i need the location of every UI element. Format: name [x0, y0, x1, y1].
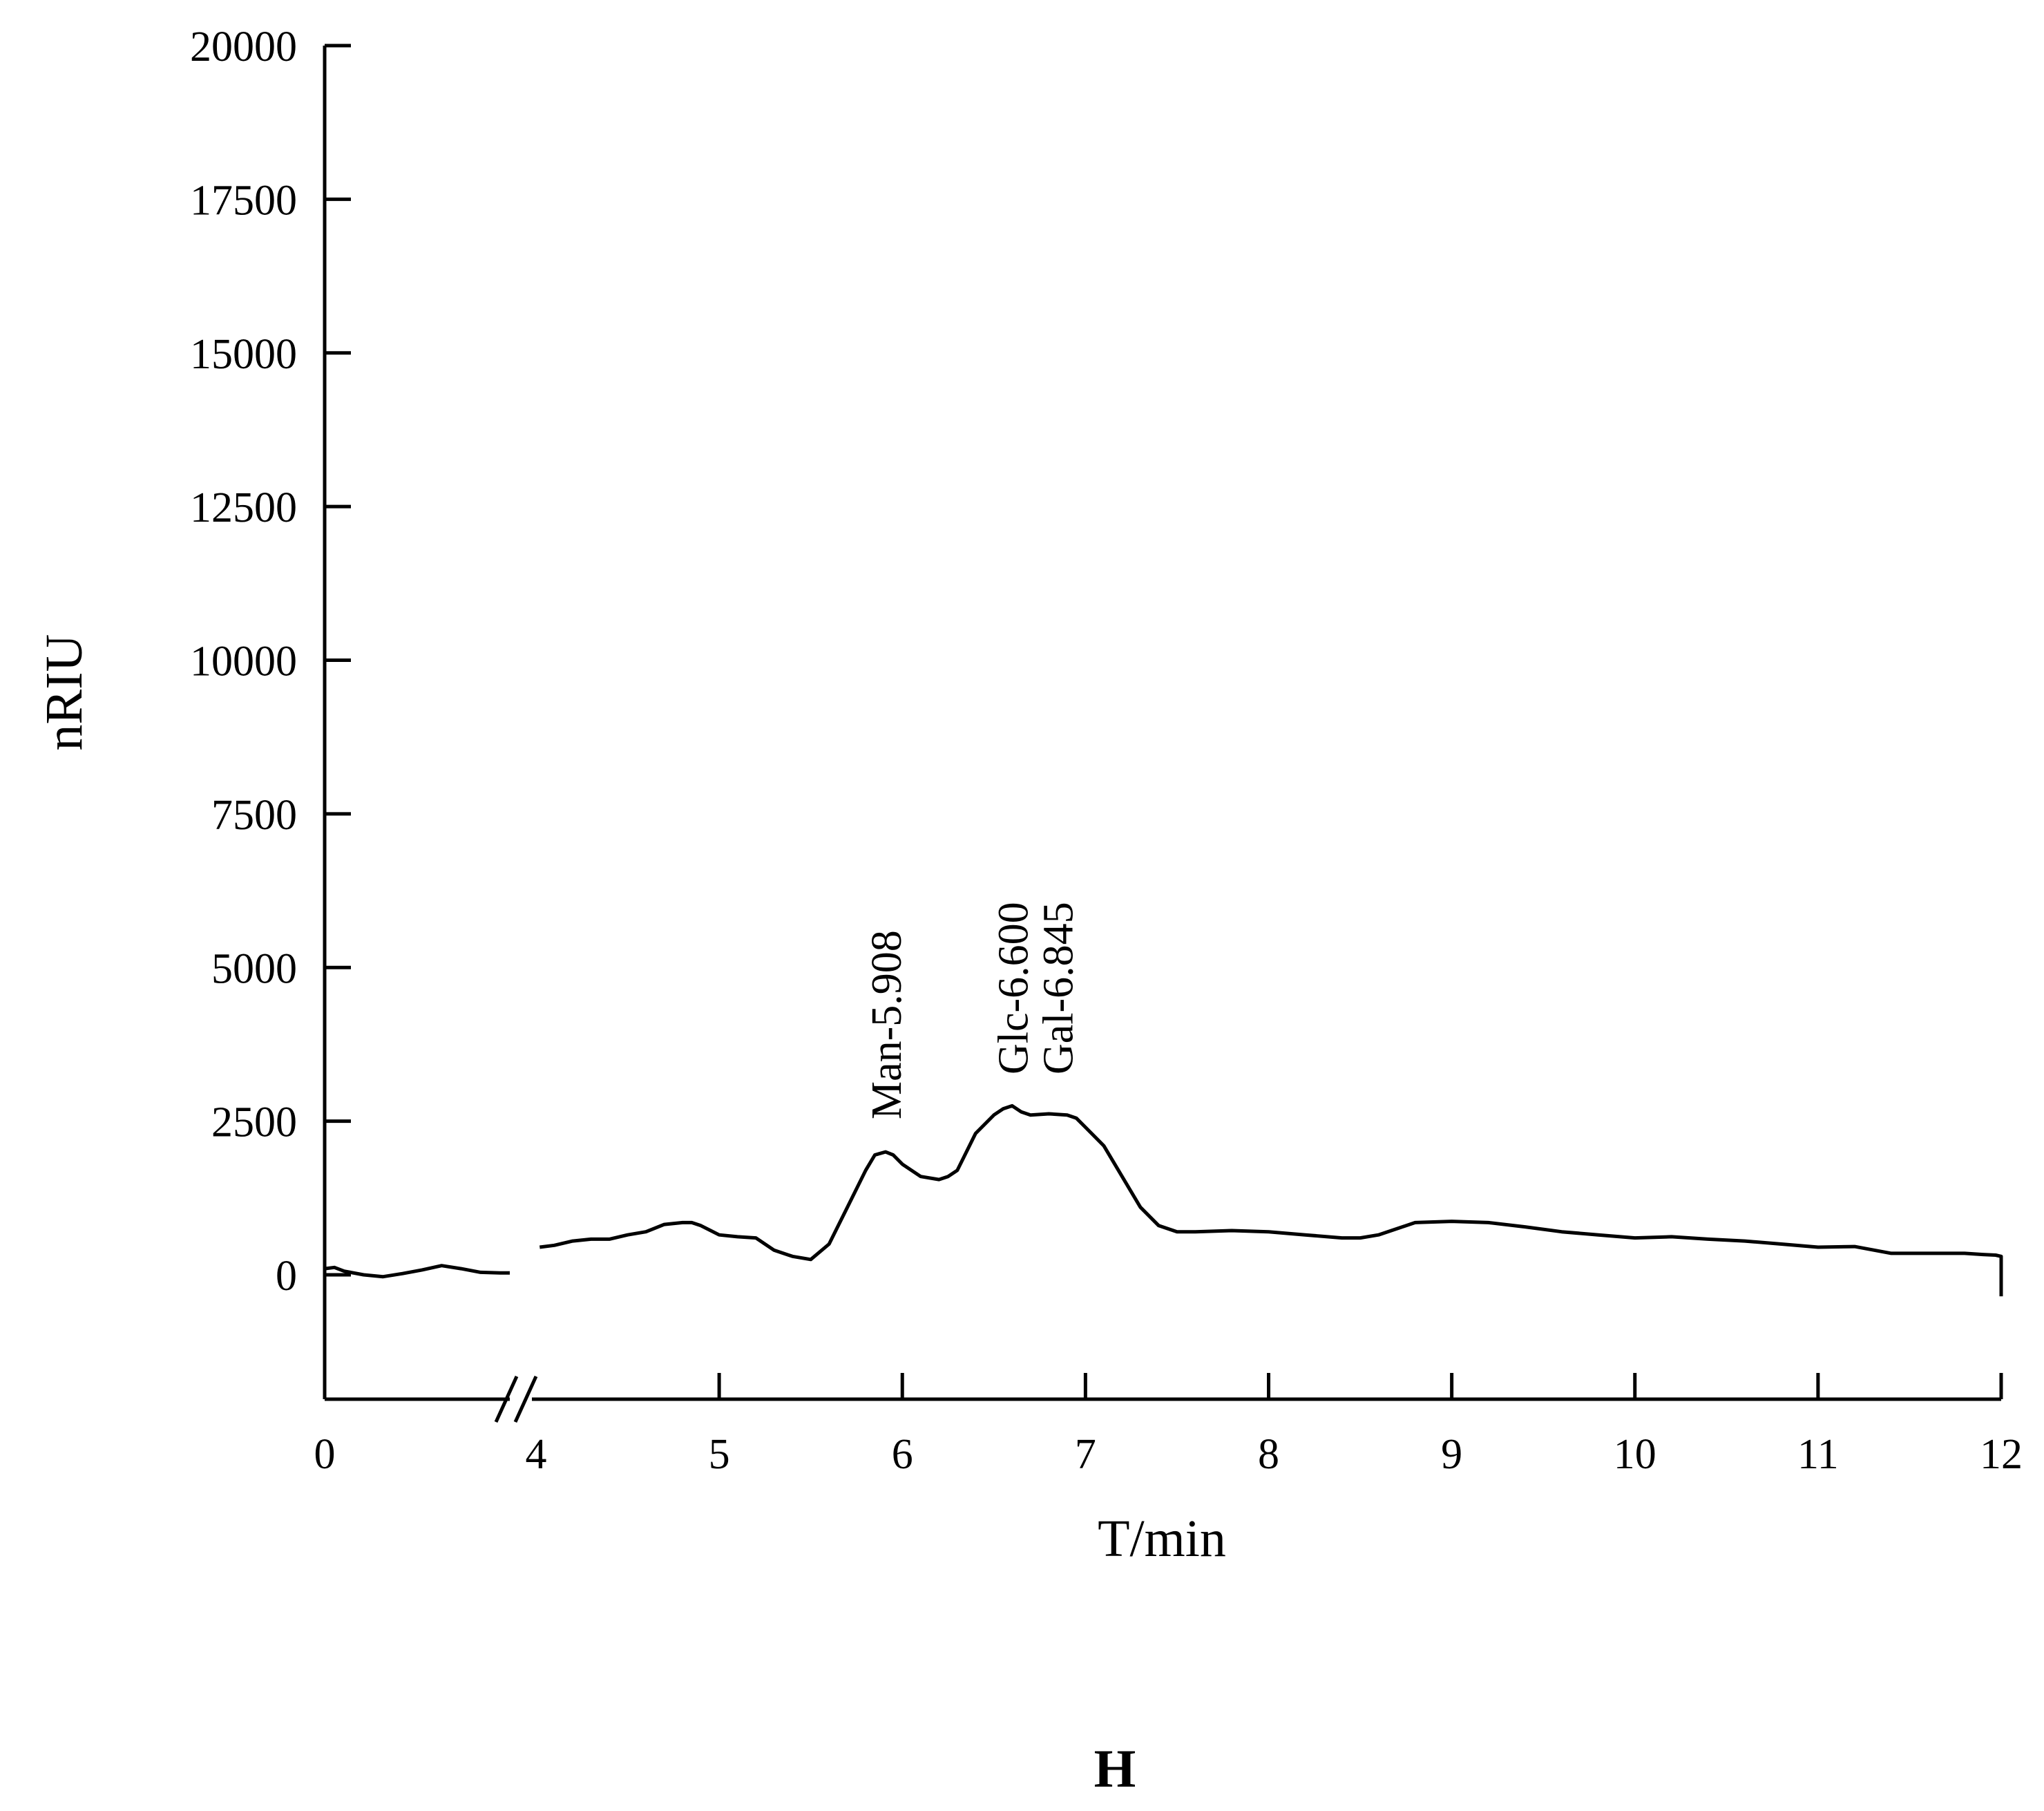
y-axis-title: nRIU	[35, 634, 93, 751]
y-tick-label: 12500	[190, 484, 297, 531]
series-line	[539, 1103, 2003, 1297]
y-tick-label: 2500	[211, 1099, 297, 1146]
axes	[323, 46, 2001, 1423]
x-axis-title: T/min	[1098, 1510, 1226, 1568]
x-tick-label: 7	[1075, 1431, 1096, 1478]
series-line	[324, 1264, 510, 1279]
axis-break-mark	[513, 1375, 538, 1423]
y-tick-label: 20000	[190, 23, 297, 70]
peak-label: Glc-6.600	[990, 902, 1037, 1074]
y-tick-label: 5000	[211, 945, 297, 992]
y-axis-ticks: 0 2500 5000 7500 10000 12500 15000 17500 20000	[190, 23, 351, 1300]
x-tick-label: 4	[526, 1431, 547, 1478]
x-tick-label: 11	[1797, 1431, 1839, 1478]
series-layer	[324, 1103, 2003, 1297]
peak-label: Gal-6.845	[1035, 902, 1082, 1074]
x-tick-label: 6	[892, 1431, 913, 1478]
y-tick-label: 7500	[211, 792, 297, 839]
x-tick-label: 0	[314, 1431, 336, 1478]
x-tick-label: 9	[1441, 1431, 1462, 1478]
peak-label: Man-5.908	[863, 930, 910, 1119]
y-tick-label: 0	[276, 1253, 297, 1300]
x-tick-label: 8	[1258, 1431, 1279, 1478]
axis-break-mark	[494, 1375, 519, 1423]
y-tick-label: 10000	[190, 638, 297, 685]
x-tick-label: 12	[1980, 1431, 2023, 1478]
x-tick-label: 5	[709, 1431, 730, 1478]
x-axis-ticks: 0 4 5 6 7 8 9 10 11 12	[314, 1373, 2023, 1478]
panel-label: H	[1094, 1738, 1136, 1799]
y-tick-label: 15000	[190, 331, 297, 378]
x-tick-label: 10	[1614, 1431, 1656, 1478]
y-tick-label: 17500	[190, 177, 297, 224]
